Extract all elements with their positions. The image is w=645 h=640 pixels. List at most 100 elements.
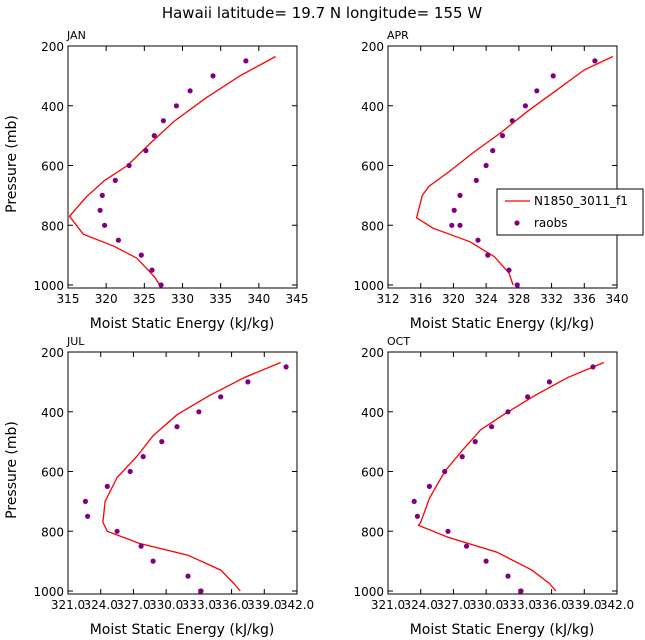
x-tick-label: 315: [57, 292, 80, 306]
raobs-point: [472, 439, 478, 445]
x-tick-label: 342.0: [600, 598, 634, 612]
x-tick-label: 320: [442, 292, 465, 306]
raobs-point: [457, 192, 463, 198]
x-tick-label: 333.0: [182, 598, 216, 612]
x-tick-label: 327.0: [436, 598, 470, 612]
raobs-point: [198, 588, 204, 594]
raobs-point: [475, 237, 481, 243]
x-tick-label: 321.0: [51, 598, 85, 612]
x-axis-label: Moist Static Energy (kJ/kg): [90, 316, 275, 332]
raobs-point: [463, 543, 470, 549]
raobs-point: [592, 58, 598, 64]
raobs-point: [149, 267, 155, 273]
x-tick-label: 336.0: [214, 598, 248, 612]
x-tick-label: 325: [133, 292, 156, 306]
raobs-point: [514, 282, 520, 288]
raobs-point: [158, 282, 164, 288]
y-tick-label: 800: [361, 219, 384, 233]
raobs-point: [185, 573, 191, 579]
x-tick-label: 324.0: [404, 598, 438, 612]
x-tick-label: 332: [540, 292, 563, 306]
raobs-point: [426, 483, 432, 489]
x-tick-label: 327.0: [116, 598, 150, 612]
raobs-point: [138, 252, 144, 258]
model-line: [417, 361, 605, 592]
raobs-point: [449, 222, 455, 228]
raobs-point: [411, 498, 417, 504]
raobs-point: [82, 498, 88, 504]
panel-label: OCT: [387, 335, 410, 348]
y-tick-label: 400: [361, 100, 384, 114]
raobs-point: [112, 177, 118, 183]
plot-frame: [387, 45, 618, 289]
raobs-point: [414, 513, 420, 519]
raobs-point: [97, 207, 103, 213]
x-axis-label: Moist Static Energy (kJ/kg): [90, 622, 275, 638]
x-axis-label: Moist Static Energy (kJ/kg): [410, 622, 595, 638]
y-tick-label: 800: [41, 219, 64, 233]
x-tick-label: 324: [475, 292, 498, 306]
y-tick-label: 800: [361, 525, 384, 539]
x-tick-label: 320: [95, 292, 118, 306]
y-axis-label: Pressure (mb): [4, 115, 20, 213]
raobs-point: [150, 558, 156, 564]
raobs-point: [506, 267, 512, 273]
y-tick-label: 1000: [33, 279, 64, 293]
raobs-point: [518, 588, 524, 594]
legend-obs-marker: [514, 220, 520, 226]
y-tick-label: 200: [361, 40, 384, 54]
x-tick-label: 339.0: [247, 598, 281, 612]
panel-label: APR: [387, 29, 409, 42]
y-tick-label: 200: [361, 346, 384, 360]
x-tick-label: 330.0: [469, 598, 503, 612]
raobs-point: [114, 528, 120, 534]
legend-model-label: N1850_3011_f1: [534, 194, 628, 208]
raobs-point: [151, 133, 157, 139]
raobs-point: [483, 558, 489, 564]
raobs-point: [505, 573, 511, 579]
y-tick-label: 400: [41, 406, 64, 420]
x-tick-label: 342.0: [280, 598, 314, 612]
raobs-point: [534, 88, 540, 94]
raobs-point: [525, 394, 531, 400]
raobs-point: [546, 379, 553, 385]
y-tick-label: 200: [41, 40, 64, 54]
model-line: [102, 361, 281, 592]
y-tick-label: 400: [41, 100, 64, 114]
raobs-point: [442, 468, 448, 475]
x-tick-label: 330.0: [149, 598, 183, 612]
raobs-point: [505, 409, 511, 415]
raobs-point: [159, 439, 165, 445]
raobs-point: [85, 513, 91, 519]
raobs-point: [451, 207, 457, 213]
raobs-point: [243, 58, 249, 64]
raobs-point: [126, 162, 132, 169]
raobs-point: [174, 424, 180, 430]
x-tick-label: 336.0: [534, 598, 568, 612]
raobs-point: [489, 424, 495, 430]
raobs-point: [218, 394, 224, 400]
raobs-point: [187, 88, 193, 94]
y-tick-label: 600: [41, 466, 64, 480]
y-tick-label: 400: [361, 406, 384, 420]
y-tick-label: 1000: [33, 585, 64, 599]
legend-box: [496, 188, 644, 236]
legend-obs-label: raobs: [534, 216, 568, 230]
raobs-point: [445, 528, 451, 534]
x-tick-label: 339.0: [567, 598, 601, 612]
x-tick-label: 312: [377, 292, 400, 306]
plot-frame: [67, 45, 298, 289]
y-tick-label: 800: [41, 525, 64, 539]
panel-label: JUL: [66, 335, 85, 348]
raobs-point: [245, 379, 251, 385]
raobs-point: [115, 237, 121, 243]
x-tick-label: 330: [171, 292, 194, 306]
x-tick-label: 321.0: [371, 598, 405, 612]
x-tick-label: 345: [286, 292, 309, 306]
model-line: [68, 55, 276, 286]
raobs-point: [196, 409, 202, 415]
raobs-point: [99, 192, 105, 198]
figure-title: Hawaii latitude= 19.7 N longitude= 155 W: [162, 4, 482, 22]
panel-jan: JAN Moist Static Energy (kJ/kg) Pressure…: [4, 29, 308, 332]
